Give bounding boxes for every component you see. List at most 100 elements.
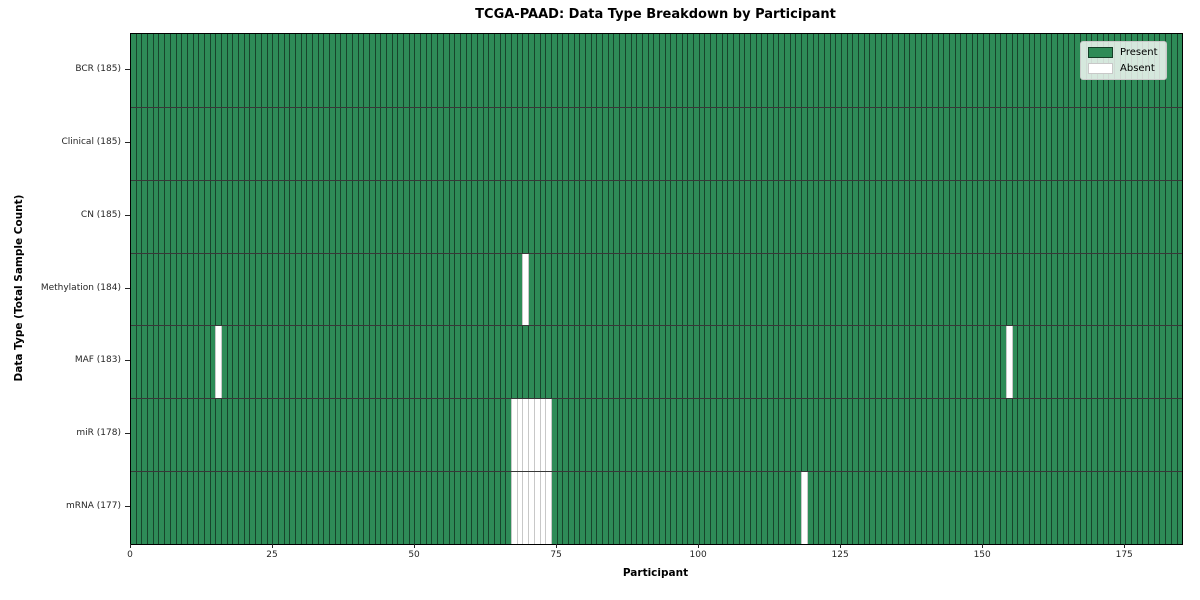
heatmap-cell — [380, 34, 386, 107]
heatmap-cell — [289, 253, 295, 326]
heatmap-cell — [596, 326, 603, 399]
heatmap-cell — [368, 180, 375, 253]
heatmap-cell — [141, 399, 148, 472]
heatmap-cell — [738, 253, 745, 326]
heatmap-cell — [243, 34, 250, 107]
heatmap-cell — [761, 253, 767, 326]
heatmap-cell — [1045, 399, 1052, 472]
heatmap-cell — [1040, 253, 1046, 326]
heatmap-cell — [226, 326, 233, 399]
heatmap-cell — [852, 34, 858, 107]
heatmap-cell — [260, 326, 267, 399]
heatmap-cell — [567, 399, 574, 472]
heatmap-cell — [545, 472, 551, 544]
heatmap-cell — [505, 34, 512, 107]
heatmap-cell — [147, 107, 153, 180]
heatmap-cell — [459, 107, 466, 180]
heatmap-cell — [403, 399, 409, 472]
heatmap-cell — [385, 399, 392, 472]
heatmap-cell — [232, 180, 239, 253]
heatmap-cell — [869, 34, 876, 107]
heatmap-cell — [425, 107, 432, 180]
heatmap-cell — [778, 399, 785, 472]
heatmap-cell — [920, 107, 927, 180]
heatmap-cell — [778, 180, 785, 253]
heatmap-cell — [476, 399, 483, 472]
heatmap-cell — [1074, 34, 1080, 107]
heatmap-cell — [744, 326, 750, 399]
heatmap-cell — [1102, 399, 1109, 472]
heatmap-cell — [858, 34, 864, 107]
heatmap-cell — [181, 34, 187, 107]
heatmap-cell — [613, 253, 620, 326]
heatmap-cell — [732, 399, 739, 472]
heatmap-cell — [1028, 180, 1035, 253]
heatmap-cell — [676, 34, 682, 107]
heatmap-cell — [374, 472, 381, 544]
heatmap-cell — [988, 34, 995, 107]
heatmap-cell — [403, 472, 409, 544]
heatmap-cell — [181, 180, 187, 253]
heatmap-cell — [590, 472, 597, 544]
heatmap-cell — [1011, 326, 1018, 399]
heatmap-cell — [715, 326, 722, 399]
heatmap-cell — [738, 472, 745, 544]
heatmap-cell — [795, 180, 802, 253]
heatmap-cell — [693, 253, 699, 326]
y-tick-mark — [125, 141, 130, 143]
heatmap-cell — [693, 472, 699, 544]
heatmap-cell — [704, 399, 711, 472]
heatmap-cell — [203, 326, 210, 399]
heatmap-cell — [249, 472, 256, 544]
heatmap-cell — [131, 34, 136, 107]
heatmap-cell — [550, 180, 557, 253]
heatmap-cell — [892, 399, 898, 472]
heatmap-cell — [846, 253, 853, 326]
heatmap-cell — [801, 253, 807, 326]
heatmap-cell — [937, 34, 944, 107]
heatmap-cell — [346, 472, 352, 544]
heatmap-cell — [829, 472, 836, 544]
heatmap-cell — [641, 34, 648, 107]
heatmap-cell — [920, 34, 927, 107]
heatmap-cell — [585, 326, 591, 399]
heatmap-cell — [658, 180, 665, 253]
heatmap-cell — [818, 34, 824, 107]
heatmap-cell — [886, 34, 893, 107]
heatmap-cell — [579, 34, 585, 107]
heatmap-cell — [283, 472, 290, 544]
heatmap-cell — [528, 472, 534, 544]
heatmap-cell — [772, 34, 779, 107]
heatmap-cell — [152, 180, 159, 253]
heatmap-cell — [135, 34, 142, 107]
heatmap-cell — [624, 180, 631, 253]
heatmap-cell — [312, 34, 318, 107]
heatmap-cell — [983, 472, 989, 544]
heatmap-cell — [624, 472, 631, 544]
heatmap-cell — [749, 399, 756, 472]
heatmap-cell — [829, 399, 836, 472]
heatmap-cell — [1165, 472, 1171, 544]
heatmap-cell — [801, 399, 807, 472]
heatmap-cell — [858, 107, 864, 180]
heatmap-cell — [767, 399, 773, 472]
heatmap-cell — [960, 472, 967, 544]
heatmap-cell — [300, 34, 307, 107]
heatmap-cell — [977, 399, 984, 472]
heatmap-cell — [744, 34, 750, 107]
heatmap-cell — [658, 472, 665, 544]
heatmap-cell — [226, 472, 233, 544]
heatmap-cell — [516, 180, 523, 253]
heatmap-cell — [209, 326, 216, 399]
heatmap-cell — [545, 180, 551, 253]
heatmap-cell — [1074, 180, 1080, 253]
heatmap-cell — [266, 399, 273, 472]
heatmap-cell — [255, 180, 261, 253]
heatmap-cell — [812, 34, 819, 107]
y-tick-label-miR: miR (178) — [76, 428, 121, 439]
heatmap-cell — [385, 472, 392, 544]
heatmap-cell — [676, 399, 682, 472]
heatmap-cell — [175, 399, 182, 472]
heatmap-cell — [801, 472, 807, 544]
heatmap-cell — [653, 399, 659, 472]
